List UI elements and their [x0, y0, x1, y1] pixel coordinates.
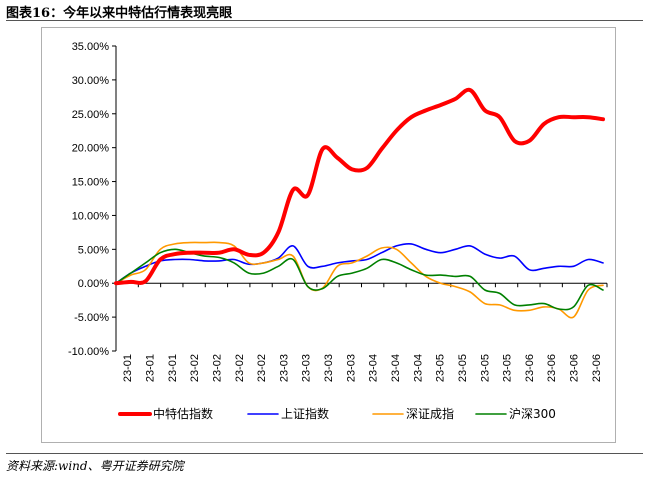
x-tick-label: 23-06	[591, 354, 603, 382]
legend-label-0: 中特估指数	[153, 406, 213, 421]
y-tick-label: 15.00%	[72, 177, 110, 189]
series-line-0	[114, 87, 605, 286]
series-line-2	[115, 241, 604, 319]
chart-frame	[41, 27, 616, 443]
x-tick-label: 23-02	[189, 354, 201, 382]
x-tick-label: 23-03	[323, 354, 335, 382]
legend-label-1: 上证指数	[281, 406, 329, 421]
legend-label-3: 沪深300	[509, 407, 556, 421]
series-line-1	[115, 242, 604, 284]
x-tick-label: 23-04	[412, 354, 424, 382]
x-tick-label: 23-06	[524, 354, 536, 382]
x-tick-label: 23-06	[546, 354, 558, 382]
legend: 中特估指数 上证指数 深证成指 沪深300	[118, 406, 556, 421]
y-tick-label: 5.00%	[78, 244, 109, 256]
x-tick-label: 23-03	[301, 354, 313, 382]
x-tick-label: 23-06	[569, 354, 581, 382]
x-tick-label: 23-03	[345, 354, 357, 382]
series-line-3	[115, 248, 604, 311]
x-tick-label: 23-01	[144, 354, 156, 382]
footer-divider	[6, 453, 643, 454]
x-tick-label: 23-04	[390, 354, 402, 382]
chart-title: 图表16：今年以来中特估行情表现亮眼	[6, 6, 233, 21]
x-tick-label: 23-03	[278, 354, 290, 382]
y-tick-label: 20.00%	[72, 143, 110, 155]
series-layer	[114, 87, 605, 319]
x-tick-label: 23-05	[479, 354, 491, 382]
x-tick-label: 23-05	[435, 354, 447, 382]
source-note: 资料来源:wind、粤开证券研究院	[6, 459, 184, 473]
title-divider	[6, 20, 643, 21]
line-chart: 35.00% 30.00% 25.00% 20.00% 15.00% 10.00% 5.00…	[68, 41, 608, 421]
x-tick-label: 23-02	[256, 354, 268, 382]
y-axis: 35.00% 30.00% 25.00% 20.00% 15.00% 10.00% 5.00…	[68, 41, 117, 358]
x-tick-label: 23-04	[368, 354, 380, 382]
x-tick-label: 23-05	[457, 354, 469, 382]
y-tick-label: 35.00%	[72, 41, 110, 53]
x-tick-label: 23-01	[167, 354, 179, 382]
legend-label-2: 深证成指	[406, 406, 454, 421]
y-tick-label: 10.00%	[72, 210, 110, 222]
x-axis: 23-01 23-01 23-01 23-02 23-02 23-02 23-02 23-03…	[115, 282, 608, 382]
y-tick-label: -10.00%	[68, 346, 109, 358]
y-tick-label: -5.00%	[74, 312, 109, 324]
x-tick-label: 23-02	[234, 354, 246, 382]
y-tick-label: 30.00%	[72, 75, 110, 87]
x-tick-label: 23-02	[211, 354, 223, 382]
y-tick-label: 0.00%	[78, 278, 109, 290]
x-tick-label: 23-05	[502, 354, 514, 382]
y-tick-label: 25.00%	[72, 109, 110, 121]
x-tick-label: 23-01	[122, 354, 134, 382]
